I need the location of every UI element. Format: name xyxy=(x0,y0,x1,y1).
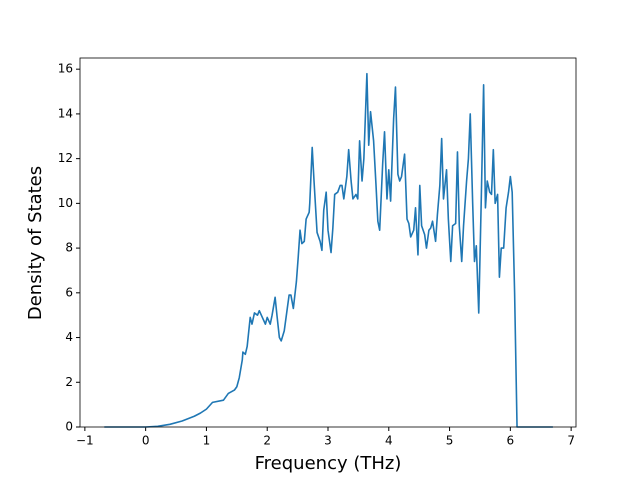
y-tick-label: 10 xyxy=(58,196,73,210)
x-axis-label: Frequency (THz) xyxy=(255,453,402,474)
x-tick-label: 5 xyxy=(446,434,454,448)
x-tick-label: 6 xyxy=(507,434,515,448)
x-tick-label: −1 xyxy=(76,434,94,448)
x-tick-label: 7 xyxy=(567,434,575,448)
x-tick-label: 0 xyxy=(142,434,150,448)
y-tick-label: 16 xyxy=(58,62,73,76)
x-tick-label: 1 xyxy=(203,434,211,448)
y-tick-label: 4 xyxy=(65,330,73,344)
y-tick-label: 14 xyxy=(58,106,73,120)
y-tick-label: 6 xyxy=(65,285,73,299)
y-axis-label: Density of States xyxy=(25,166,46,320)
line xyxy=(104,72,553,428)
y-tick-label: 12 xyxy=(58,151,73,165)
x-tick-label: 3 xyxy=(324,434,332,448)
y-tick-label: 0 xyxy=(65,420,73,434)
x-tick-label: 4 xyxy=(385,434,393,448)
plot-frame xyxy=(79,57,577,428)
y-tick-label: 8 xyxy=(65,241,73,255)
y-tick-label: 2 xyxy=(65,375,73,389)
x-tick-label: 2 xyxy=(263,434,271,448)
